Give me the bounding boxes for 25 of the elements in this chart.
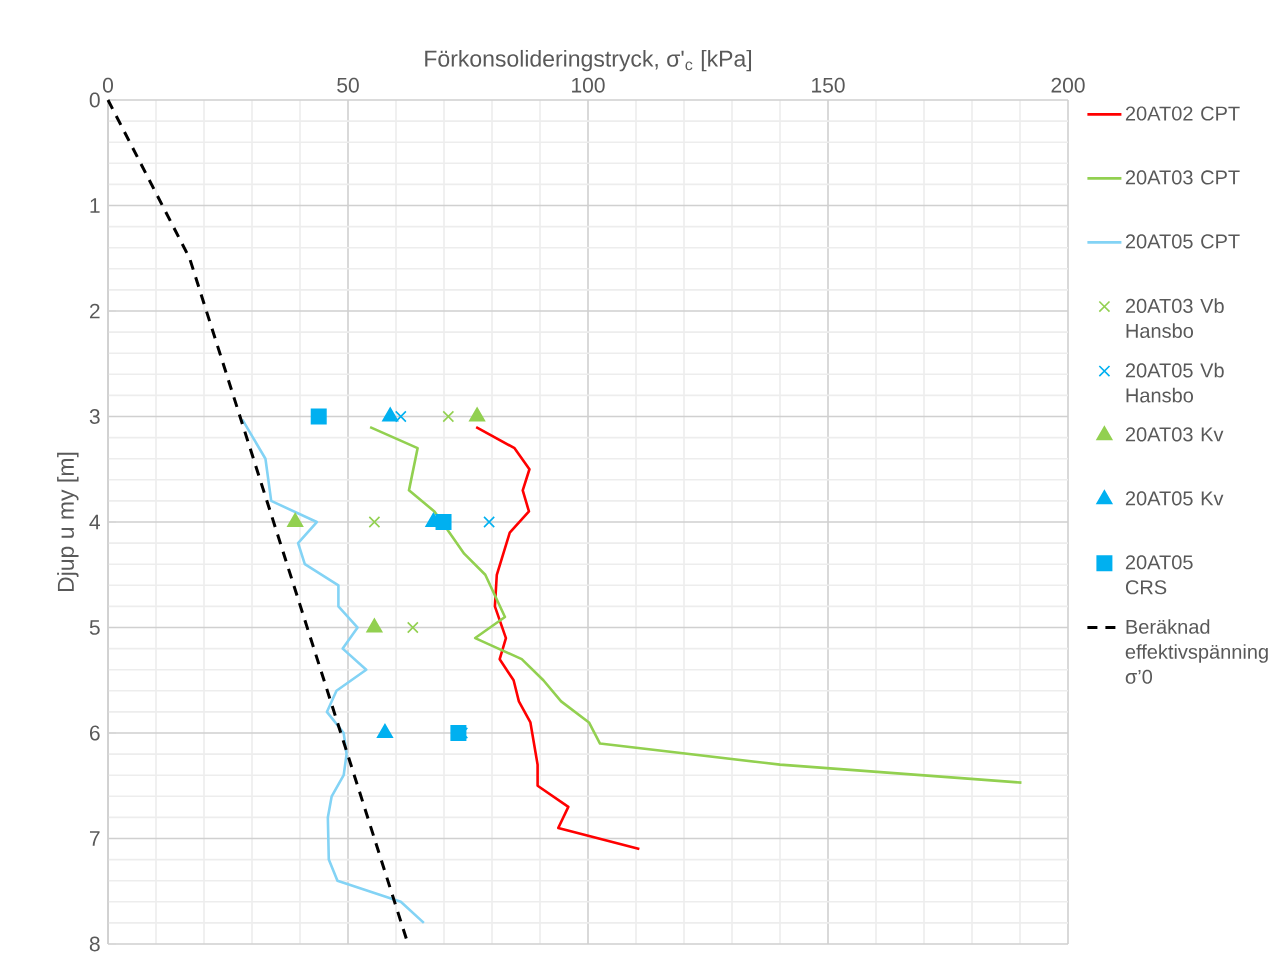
y-tick-label: 2: [89, 303, 100, 319]
legend-label: 20AT03 Kv: [1125, 427, 1224, 442]
legend-label: 20AT05 Kv: [1125, 491, 1224, 506]
x-tick-label: 100: [572, 77, 605, 93]
y-tick-label: 7: [89, 831, 100, 846]
x-tick-label: 0: [102, 77, 113, 93]
y-tick-label: 8: [89, 936, 100, 952]
y-axis-title: Djup u my [m]: [57, 452, 79, 592]
legend-label: 20AT05 Vb Hansbo: [1125, 362, 1224, 403]
legend-label: 20AT03 CPT: [1125, 170, 1240, 185]
y-tick-label: 1: [90, 198, 100, 213]
y-tick-label: 6: [89, 725, 100, 741]
x-tick-label: 50: [337, 77, 359, 93]
legend-label: 20AT03 Vb Hansbo: [1125, 298, 1224, 338]
legend-label: 20AT02 CPT: [1125, 106, 1240, 121]
x-tick-label: 200: [1051, 77, 1085, 93]
y-tick-label: 0: [89, 92, 100, 108]
legend-label: Beräknad effektivspänning σ’0: [1125, 619, 1268, 684]
y-tick-label: 3: [89, 409, 100, 424]
legend-label: 20AT05 CRS: [1125, 555, 1193, 595]
y-tick-label: 5: [89, 620, 100, 635]
legend-label: 20AT05 CPT: [1125, 234, 1240, 249]
x-tick-label: 150: [812, 77, 845, 93]
x-axis-title: Förkonsolideringstryck, σ'$_{c}$ [kPa]: [425, 49, 752, 72]
y-tick-label: 4: [89, 514, 100, 530]
